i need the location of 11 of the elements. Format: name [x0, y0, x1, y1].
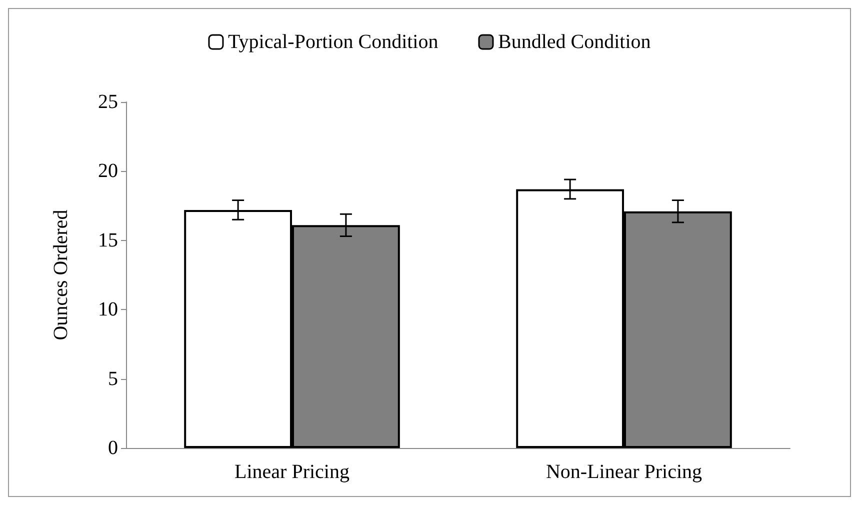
y-tick-label: 10 — [98, 298, 118, 321]
legend-label: Bundled Condition — [498, 31, 651, 53]
y-axis-title: Ounces Ordered — [50, 210, 72, 340]
legend-label: Typical-Portion Condition — [228, 31, 438, 53]
y-tick-label: 20 — [98, 160, 118, 182]
x-tick-label: Linear Pricing — [234, 461, 350, 483]
y-tick-label: 5 — [108, 368, 118, 390]
x-tick-label: Non-Linear Pricing — [546, 461, 702, 483]
y-tick-label: 25 — [98, 91, 118, 113]
y-tick-label: 15 — [98, 229, 118, 252]
y-tick-label: 0 — [108, 437, 118, 459]
